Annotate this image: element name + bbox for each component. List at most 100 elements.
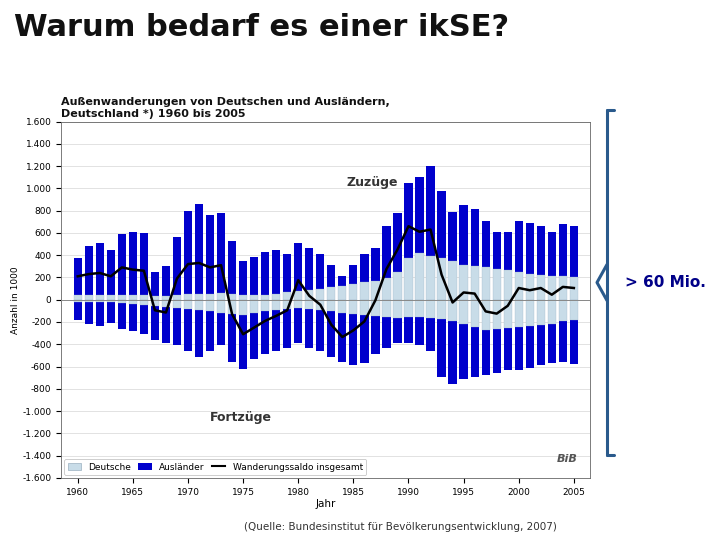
Bar [129, 232, 137, 300]
Bar [162, 296, 170, 300]
Bar [305, 290, 313, 300]
Bar [492, 269, 501, 300]
Bar [492, 300, 501, 329]
Bar [360, 300, 369, 363]
Bar [426, 256, 435, 300]
Bar [162, 300, 170, 343]
Bar [459, 300, 468, 379]
Bar [316, 300, 325, 351]
Bar [283, 293, 292, 300]
Text: BiB: BiB [557, 454, 577, 464]
Bar [184, 300, 192, 309]
Bar [426, 300, 435, 351]
Bar [217, 293, 225, 300]
Bar [250, 258, 258, 300]
Legend: Deutsche, Ausländer, Wanderungssaldo insgesamt: Deutsche, Ausländer, Wanderungssaldo ins… [64, 459, 366, 475]
Bar [73, 300, 82, 320]
Bar [283, 254, 292, 300]
Bar [85, 300, 93, 324]
Bar [482, 300, 490, 375]
Text: Außenwanderungen von Deutschen und Ausländern,
Deutschland *) 1960 bis 2005: Außenwanderungen von Deutschen und Auslä… [61, 97, 390, 119]
Bar [405, 258, 413, 300]
Bar [140, 233, 148, 300]
Bar [482, 300, 490, 330]
Bar [162, 266, 170, 300]
Bar [316, 254, 325, 300]
Bar [107, 300, 115, 323]
Bar [294, 300, 302, 308]
Bar [129, 300, 137, 303]
Bar [217, 300, 225, 313]
Bar [305, 300, 313, 348]
Bar [228, 300, 236, 362]
Bar [184, 211, 192, 300]
Bar [536, 300, 545, 325]
Bar [327, 287, 336, 300]
Bar [393, 213, 402, 300]
Bar [503, 300, 512, 370]
Bar [85, 246, 93, 300]
Bar [515, 300, 523, 370]
Bar [536, 226, 545, 300]
Bar [503, 232, 512, 300]
Bar [239, 261, 247, 300]
Bar [415, 300, 423, 317]
Bar [140, 295, 148, 300]
Bar [526, 300, 534, 326]
Bar [492, 300, 501, 373]
Bar [117, 234, 126, 300]
Bar [393, 272, 402, 300]
Bar [217, 300, 225, 346]
Bar [570, 300, 578, 320]
Bar [129, 295, 137, 300]
Bar [173, 300, 181, 346]
Bar [250, 295, 258, 300]
Bar [261, 300, 269, 312]
Bar [195, 300, 203, 356]
Bar [536, 300, 545, 366]
Bar [206, 215, 214, 300]
Bar [570, 300, 578, 365]
Bar [294, 300, 302, 343]
Bar [570, 226, 578, 300]
Bar [195, 294, 203, 300]
Bar [405, 300, 413, 343]
Bar [405, 183, 413, 300]
Bar [449, 212, 456, 300]
Text: Fortzüge: Fortzüge [210, 411, 271, 424]
Bar [173, 300, 181, 308]
Bar [570, 277, 578, 300]
Bar [405, 300, 413, 317]
Bar [140, 300, 148, 305]
Bar [438, 191, 446, 300]
Bar [349, 284, 358, 300]
Bar [206, 300, 214, 351]
Bar [107, 295, 115, 300]
Bar [96, 300, 104, 326]
Bar [548, 232, 556, 300]
Bar [426, 300, 435, 318]
Bar [449, 261, 456, 300]
Bar [482, 267, 490, 300]
Bar [349, 265, 358, 300]
Bar [107, 300, 115, 302]
Bar [195, 204, 203, 300]
Bar [150, 296, 159, 300]
Bar [559, 224, 567, 300]
Bar [217, 213, 225, 300]
Bar [184, 294, 192, 300]
Bar [372, 300, 379, 316]
Y-axis label: Anzahl in 1000: Anzahl in 1000 [11, 266, 19, 334]
Bar [150, 272, 159, 300]
Bar [492, 232, 501, 300]
Bar [206, 300, 214, 312]
Bar [316, 289, 325, 300]
Bar [228, 300, 236, 314]
Bar [107, 249, 115, 300]
Bar [327, 265, 336, 300]
Bar [261, 295, 269, 300]
Bar [140, 300, 148, 334]
Bar [162, 300, 170, 307]
Bar [470, 300, 479, 376]
Bar [449, 300, 456, 321]
